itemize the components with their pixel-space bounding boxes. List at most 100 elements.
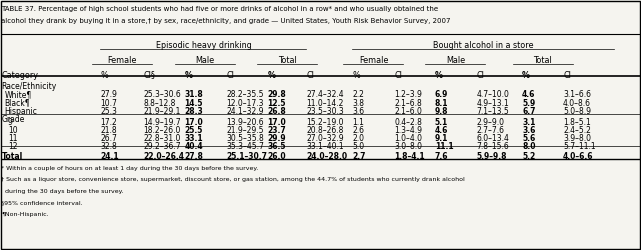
Text: 25.5: 25.5 bbox=[185, 126, 203, 135]
Text: Grade: Grade bbox=[1, 114, 25, 124]
Text: 14.9–19.7: 14.9–19.7 bbox=[143, 118, 181, 126]
Text: 7.8–15.6: 7.8–15.6 bbox=[476, 142, 509, 151]
Text: 27.0–32.9: 27.0–32.9 bbox=[306, 134, 344, 143]
Text: 40.4: 40.4 bbox=[185, 142, 203, 151]
Text: † Such as a liquor store, convenience store, supermarket, discount store, or gas: † Such as a liquor store, convenience st… bbox=[1, 178, 465, 182]
Text: 5.6: 5.6 bbox=[522, 134, 535, 143]
Text: 24.1–32.9: 24.1–32.9 bbox=[226, 107, 263, 116]
Text: 30.5–35.8: 30.5–35.8 bbox=[226, 134, 264, 143]
Text: 26.0: 26.0 bbox=[267, 152, 286, 161]
Text: 29.9: 29.9 bbox=[267, 134, 286, 143]
Text: 15.2–19.0: 15.2–19.0 bbox=[306, 118, 344, 126]
Text: 25.3–30.6: 25.3–30.6 bbox=[143, 90, 181, 100]
Text: 10: 10 bbox=[8, 126, 17, 135]
Text: 21.9–29.5: 21.9–29.5 bbox=[226, 126, 263, 135]
Text: 24.1: 24.1 bbox=[100, 152, 119, 161]
Text: 0.4–2.8: 0.4–2.8 bbox=[394, 118, 422, 126]
Text: 33.1–40.1: 33.1–40.1 bbox=[306, 142, 344, 151]
Text: 5.2: 5.2 bbox=[522, 152, 535, 161]
Text: 22.8–31.0: 22.8–31.0 bbox=[143, 134, 181, 143]
Text: 14.5: 14.5 bbox=[185, 98, 203, 108]
Text: 3.1–6.6: 3.1–6.6 bbox=[563, 90, 591, 100]
Text: CI: CI bbox=[394, 70, 403, 80]
Text: %: % bbox=[100, 70, 108, 80]
Text: 23.5–30.3: 23.5–30.3 bbox=[306, 107, 344, 116]
Text: 2.1–6.8: 2.1–6.8 bbox=[394, 98, 422, 108]
Text: TABLE 37. Percentage of high school students who had five or more drinks of alco: TABLE 37. Percentage of high school stud… bbox=[1, 6, 438, 12]
Text: Episodic heavy drinking: Episodic heavy drinking bbox=[156, 42, 251, 50]
Text: 9.1: 9.1 bbox=[435, 134, 448, 143]
Text: 25.3: 25.3 bbox=[100, 107, 117, 116]
Text: 25.1–30.7: 25.1–30.7 bbox=[226, 152, 267, 161]
Text: 23.7: 23.7 bbox=[267, 126, 287, 135]
Text: Male: Male bbox=[446, 56, 465, 65]
Text: Female: Female bbox=[107, 56, 137, 65]
Text: §95% confidence interval.: §95% confidence interval. bbox=[1, 200, 83, 205]
Text: Female: Female bbox=[359, 56, 388, 65]
Text: 7.6: 7.6 bbox=[435, 152, 448, 161]
Text: 3.9–8.0: 3.9–8.0 bbox=[563, 134, 591, 143]
Text: Race/Ethnicity: Race/Ethnicity bbox=[1, 82, 56, 92]
Text: 4.6: 4.6 bbox=[435, 126, 448, 135]
Text: Category: Category bbox=[1, 70, 38, 80]
Text: 2.1–6.0: 2.1–6.0 bbox=[394, 107, 422, 116]
Text: 7.1–13.5: 7.1–13.5 bbox=[476, 107, 509, 116]
Text: 1.3–4.9: 1.3–4.9 bbox=[394, 126, 422, 135]
Text: 20.8–26.8: 20.8–26.8 bbox=[306, 126, 344, 135]
Text: 11: 11 bbox=[8, 134, 17, 143]
Text: 12.5: 12.5 bbox=[267, 98, 286, 108]
Text: CI: CI bbox=[563, 70, 571, 80]
Text: Male: Male bbox=[196, 56, 215, 65]
Text: %: % bbox=[267, 70, 276, 80]
Text: 6.9: 6.9 bbox=[435, 90, 448, 100]
Text: 28.3: 28.3 bbox=[185, 107, 203, 116]
Text: Total: Total bbox=[278, 56, 296, 65]
Text: 17.2: 17.2 bbox=[100, 118, 117, 126]
Text: 35.3–45.7: 35.3–45.7 bbox=[226, 142, 264, 151]
Text: CI: CI bbox=[306, 70, 314, 80]
Text: 9.8: 9.8 bbox=[435, 107, 448, 116]
Text: 13.9–20.6: 13.9–20.6 bbox=[226, 118, 263, 126]
Text: 27.4–32.4: 27.4–32.4 bbox=[306, 90, 344, 100]
Text: CI: CI bbox=[226, 70, 234, 80]
Text: Hispanic: Hispanic bbox=[4, 107, 37, 116]
Text: %: % bbox=[185, 70, 192, 80]
Text: 6.0–13.4: 6.0–13.4 bbox=[476, 134, 509, 143]
Text: 5.7–11.1: 5.7–11.1 bbox=[563, 142, 595, 151]
Text: 18.2–26.0: 18.2–26.0 bbox=[143, 126, 181, 135]
Text: 5.9: 5.9 bbox=[522, 98, 535, 108]
Text: 1.2–3.9: 1.2–3.9 bbox=[394, 90, 422, 100]
Text: 3.6: 3.6 bbox=[353, 107, 365, 116]
Text: 4.6: 4.6 bbox=[522, 90, 535, 100]
Text: 2.9–9.0: 2.9–9.0 bbox=[476, 118, 504, 126]
Text: 8.0: 8.0 bbox=[522, 142, 536, 151]
Text: 5.1: 5.1 bbox=[435, 118, 448, 126]
Text: 1.8–4.1: 1.8–4.1 bbox=[394, 152, 425, 161]
Text: during the 30 days before the survey.: during the 30 days before the survey. bbox=[1, 189, 124, 194]
Text: 27.8: 27.8 bbox=[185, 152, 203, 161]
Text: Bought alcohol in a store: Bought alcohol in a store bbox=[433, 42, 533, 50]
Text: 24.0–28.0: 24.0–28.0 bbox=[306, 152, 347, 161]
Text: 28.2–35.5: 28.2–35.5 bbox=[226, 90, 263, 100]
Text: %: % bbox=[435, 70, 443, 80]
Text: 33.1: 33.1 bbox=[185, 134, 203, 143]
Text: 32.8: 32.8 bbox=[100, 142, 117, 151]
Text: 9: 9 bbox=[8, 118, 13, 126]
Text: 2.2: 2.2 bbox=[353, 90, 364, 100]
Text: 22.0–26.4: 22.0–26.4 bbox=[143, 152, 184, 161]
Text: 4.0–8.6: 4.0–8.6 bbox=[563, 98, 591, 108]
Text: 26.7: 26.7 bbox=[100, 134, 117, 143]
Text: 17.0: 17.0 bbox=[267, 118, 287, 126]
Text: White¶: White¶ bbox=[4, 90, 32, 100]
Text: 29.2–36.7: 29.2–36.7 bbox=[143, 142, 181, 151]
Text: 2.4–5.2: 2.4–5.2 bbox=[563, 126, 591, 135]
Text: 4.0–6.6: 4.0–6.6 bbox=[563, 152, 594, 161]
Text: 1.8–5.1: 1.8–5.1 bbox=[563, 118, 591, 126]
Text: 26.8: 26.8 bbox=[267, 107, 287, 116]
Text: 6.7: 6.7 bbox=[522, 107, 536, 116]
Text: 2.7–7.6: 2.7–7.6 bbox=[476, 126, 504, 135]
Text: CI: CI bbox=[476, 70, 484, 80]
Text: 3.1: 3.1 bbox=[522, 118, 535, 126]
Text: * Within a couple of hours on at least 1 day during the 30 days before the surve: * Within a couple of hours on at least 1… bbox=[1, 166, 258, 171]
Text: 8.1: 8.1 bbox=[435, 98, 448, 108]
